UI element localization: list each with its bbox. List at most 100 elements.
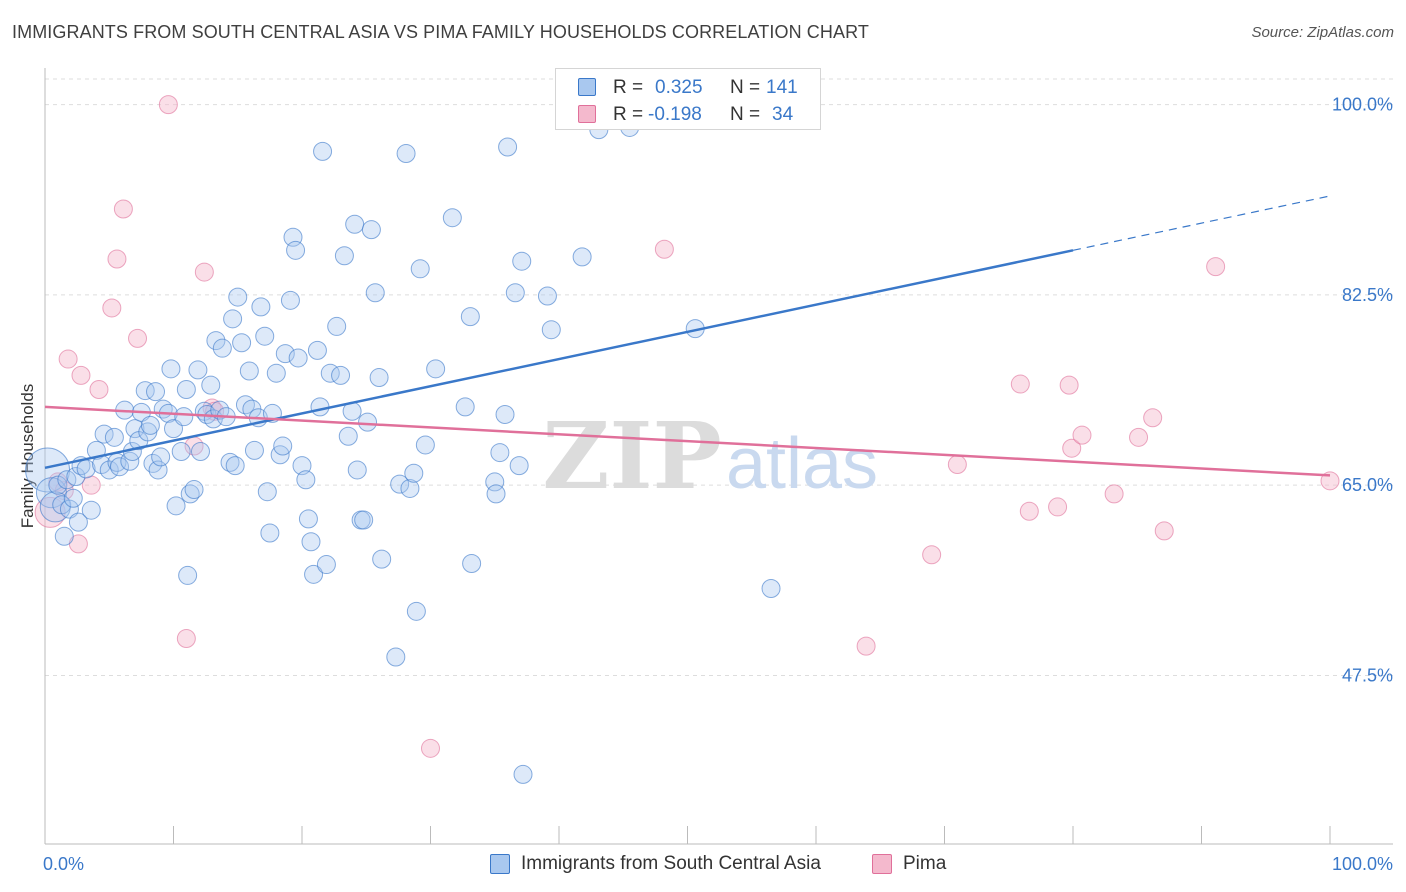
data-point-immigrants <box>354 510 374 530</box>
data-point-immigrants <box>161 359 181 379</box>
data-point-immigrants <box>178 565 198 585</box>
data-point-pima <box>1206 257 1226 277</box>
data-point-pima <box>89 379 109 399</box>
data-point-immigrants <box>310 397 330 417</box>
watermark: ZIP atlas <box>542 402 878 510</box>
data-point-immigrants <box>513 764 533 784</box>
data-point-immigrants <box>390 474 410 494</box>
y-tick-label: 47.5% <box>1342 665 1393 685</box>
data-point-immigrants <box>490 443 510 463</box>
data-point-immigrants <box>201 375 221 395</box>
data-point-immigrants <box>358 412 378 432</box>
data-point-immigrants <box>104 427 124 447</box>
data-point-pima <box>1019 501 1039 521</box>
data-point-immigrants <box>361 220 381 240</box>
correlation-legend: R = 0.325 N = 141 R = -0.198 N = 34 <box>555 68 821 130</box>
data-point-immigrants <box>151 447 171 467</box>
legend-label-immigrants: Immigrants from South Central Asia <box>521 853 821 874</box>
data-point-immigrants <box>442 208 462 228</box>
legend-n-value-blue: 141 <box>766 77 798 98</box>
legend-swatch-immigrants <box>490 854 510 874</box>
data-point-immigrants <box>110 457 130 477</box>
legend-r-label: R = <box>613 104 644 125</box>
data-point-pima <box>107 249 127 269</box>
data-point-pima <box>947 455 967 475</box>
data-point-immigrants <box>220 452 240 472</box>
data-point-pima <box>71 365 91 385</box>
data-point-pima <box>1062 438 1082 458</box>
watermark-zip: ZIP <box>542 402 721 510</box>
data-point-immigrants <box>400 478 420 498</box>
immigrants-points <box>25 117 781 784</box>
data-point-immigrants <box>63 488 83 508</box>
data-point-pima <box>128 328 148 348</box>
legend-swatch-pima <box>872 854 892 874</box>
y-tick-label: 65.0% <box>1342 475 1393 495</box>
data-point-immigrants <box>372 549 392 569</box>
data-point-pima <box>1059 375 1079 395</box>
data-point-immigrants <box>48 475 68 495</box>
data-point-pima <box>194 262 214 282</box>
data-point-immigrants <box>223 309 243 329</box>
data-point-immigrants <box>331 365 351 385</box>
data-point-immigrants <box>288 348 308 368</box>
data-point-immigrants <box>396 144 416 164</box>
trend-extension-immigrants <box>1072 195 1331 251</box>
data-point-immigrants <box>345 214 365 234</box>
data-point-immigrants <box>541 320 561 340</box>
data-point-immigrants <box>313 141 333 161</box>
data-point-pima <box>113 199 133 219</box>
legend-swatch-blue <box>578 78 596 96</box>
legend-label-pima: Pima <box>903 853 947 874</box>
data-point-immigrants <box>455 397 475 417</box>
data-point-pima <box>176 628 196 648</box>
data-point-immigrants <box>225 456 245 476</box>
data-point-pima <box>1010 374 1030 394</box>
trend-line-pima <box>44 405 1331 477</box>
data-point-pima <box>1104 484 1124 504</box>
data-point-immigrants <box>296 470 316 490</box>
chart-title: IMMIGRANTS FROM SOUTH CENTRAL ASIA VS PI… <box>12 22 869 42</box>
data-point-immigrants <box>146 382 166 402</box>
y-tick-label: 100.0% <box>1332 95 1393 115</box>
data-point-immigrants <box>190 441 210 461</box>
data-point-immigrants <box>415 435 435 455</box>
source-label: Source: ZipAtlas.com <box>1251 24 1394 41</box>
data-point-immigrants <box>59 499 79 519</box>
legend-r-value-pink: -0.198 <box>648 104 702 125</box>
data-point-immigrants <box>54 526 74 546</box>
trend-line-immigrants <box>44 249 1074 470</box>
data-point-immigrants <box>301 532 321 552</box>
data-point-immigrants <box>369 368 389 388</box>
data-point-immigrants <box>206 331 226 351</box>
data-point-pima <box>102 298 122 318</box>
data-point-immigrants <box>512 251 532 271</box>
data-point-immigrants <box>280 290 300 310</box>
data-point-immigrants <box>94 424 114 444</box>
data-point-immigrants <box>486 484 506 504</box>
data-point-immigrants <box>338 426 358 446</box>
data-point-immigrants <box>572 247 592 267</box>
tick-labels: 47.5% 65.0% 82.5% 100.0% 0.0% 100.0% <box>43 95 1393 874</box>
axes <box>44 68 1393 845</box>
x-tick-label-min: 0.0% <box>43 854 84 874</box>
data-point-immigrants <box>66 466 86 486</box>
data-point-immigrants <box>498 137 518 157</box>
data-point-immigrants <box>166 496 186 516</box>
legend-swatch-pink <box>578 105 596 123</box>
data-point-immigrants <box>304 564 324 584</box>
data-point-immigrants <box>316 555 336 575</box>
data-point-pima <box>654 239 674 259</box>
data-point-pima <box>922 545 942 565</box>
y-tick-label: 82.5% <box>1342 285 1393 305</box>
data-point-immigrants <box>174 407 194 427</box>
data-point-immigrants <box>212 338 232 358</box>
legend-n-label: N = <box>730 77 761 98</box>
data-point-pima <box>1143 408 1163 428</box>
data-point-immigrants <box>184 480 204 500</box>
data-point-immigrants <box>307 340 327 360</box>
data-point-immigrants <box>275 344 295 364</box>
data-point-immigrants <box>365 283 385 303</box>
data-point-immigrants <box>99 460 119 480</box>
